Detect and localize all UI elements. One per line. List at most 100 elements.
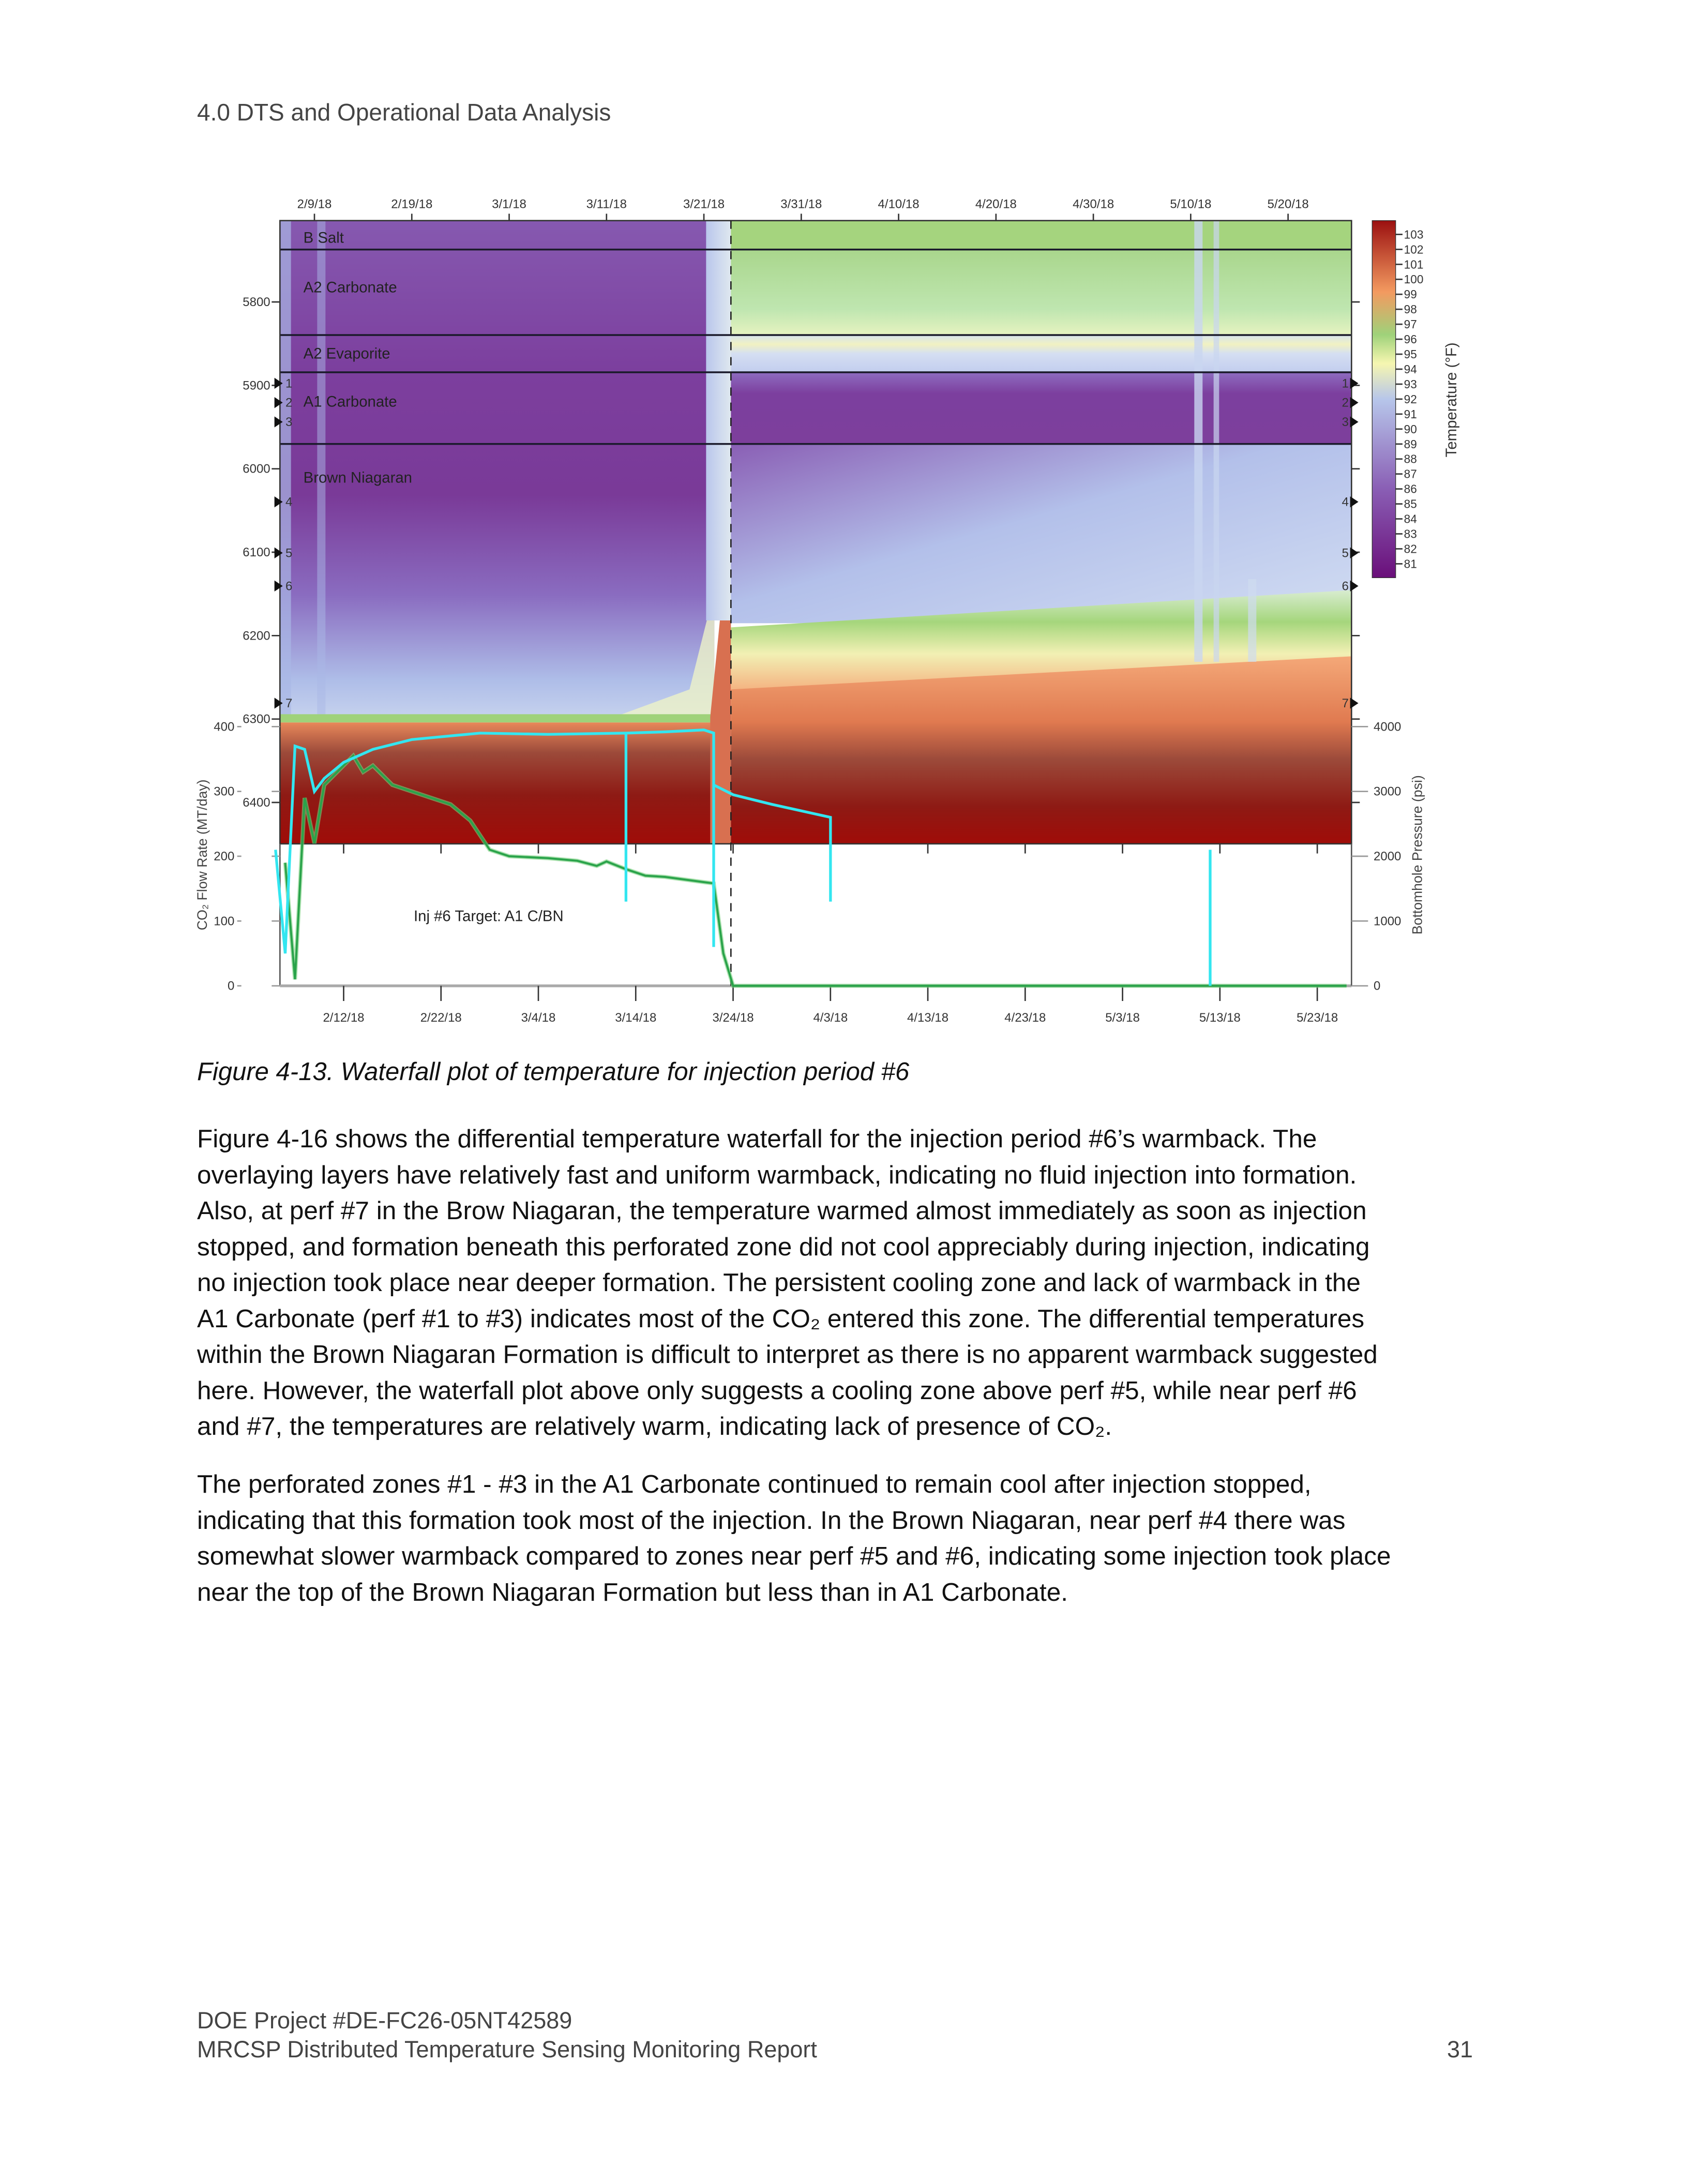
perforation-marker-left (274, 416, 283, 428)
top-x-tick-label: 4/20/18 (975, 198, 1017, 211)
flow-axis-label: CO₂ Flow Rate (MT/day) (194, 779, 210, 930)
colorbar-tick-label: 103 (1404, 228, 1424, 241)
perforation-marker-right (1350, 496, 1359, 508)
colorbar-tick-label: 91 (1404, 407, 1417, 421)
formation-label-b-salt: B Salt (304, 229, 344, 246)
colorbar-tick-label: 97 (1404, 317, 1417, 331)
bottom-x-tick-label: 3/4/18 (521, 1011, 556, 1025)
bottom-x-tick-label: 4/23/18 (1004, 1011, 1046, 1025)
formation-boundaries (280, 248, 1352, 445)
perforation-marker-right (1350, 547, 1359, 558)
colorbar-tick-label: 90 (1404, 422, 1417, 436)
perforation-label-left: 2 (285, 396, 292, 410)
bottom-x-tick-label: 5/3/18 (1105, 1011, 1140, 1025)
axis-ticks: 2/9/18 2/19/18 3/1/18 3/11/18 3/21/18 3/31/18… (214, 198, 1401, 1025)
top-x-tick-label: 5/10/18 (1170, 198, 1211, 211)
top-x-tick-label: 4/30/18 (1073, 198, 1114, 211)
colorbar-ticks: 1031021011009998979695949392919089888786… (1395, 228, 1424, 570)
colorbar-tick-label: 83 (1404, 527, 1417, 541)
colorbar-tick-label: 87 (1404, 467, 1417, 481)
colorbar-tick-label: 92 (1404, 392, 1417, 406)
paragraph-line: A1 Carbonate (perf #1 to #3) indicates m… (197, 1304, 1365, 1333)
paragraph-line: here. However, the waterfall plot above … (197, 1376, 1357, 1405)
bottom-x-tick-label: 3/24/18 (713, 1011, 754, 1025)
flow-tick-label: 100 (214, 914, 234, 928)
paragraph-line: indicating that this formation took most… (197, 1506, 1346, 1535)
depth-tick-label: 5900 (243, 378, 270, 392)
perforation-label-left: 6 (285, 579, 292, 593)
figure-caption: Figure 4-13. Waterfall plot of temperatu… (197, 1058, 910, 1086)
perforation-markers: 1 1 2 2 3 3 4 4 5 5 6 6 7 7 (274, 376, 1359, 710)
temperature-colorbar (1372, 220, 1396, 578)
paragraph-line: overlaying layers have relatively fast a… (197, 1160, 1357, 1189)
pressure-line (274, 729, 832, 954)
depth-tick-label: 6100 (243, 545, 270, 559)
heatmap-frame (279, 220, 1352, 845)
colorbar-tick-label: 86 (1404, 482, 1417, 496)
perforation-marker-right (1350, 377, 1359, 389)
colorbar-tick-label: 99 (1404, 287, 1417, 301)
colorbar-tick-label: 81 (1404, 557, 1417, 570)
pressure-tick-label: 1000 (1374, 914, 1401, 928)
colorbar-tick-label: 94 (1404, 362, 1417, 376)
perforation-marker-left (274, 547, 283, 558)
top-x-tick-label: 2/9/18 (297, 198, 332, 211)
temperature-heatmap (280, 220, 1352, 844)
colorbar-tick-label: 95 (1404, 347, 1417, 361)
paragraph-line: no injection took place near deeper form… (197, 1268, 1361, 1297)
top-x-tick-label: 4/10/18 (878, 198, 920, 211)
page-number: 31 (1446, 2036, 1473, 2062)
perforation-label-left: 7 (285, 696, 292, 710)
depth-tick-label: 6200 (243, 629, 270, 643)
perforation-label-right: 2 (1342, 396, 1349, 410)
perforation-marker-right (1350, 580, 1359, 592)
colorbar-tick-label: 96 (1404, 332, 1417, 346)
perforation-label-left: 3 (285, 415, 292, 429)
perforation-label-right: 4 (1342, 495, 1349, 509)
bottom-x-tick-label: 4/3/18 (813, 1011, 848, 1025)
colorbar-tick-label: 98 (1404, 302, 1417, 316)
depth-tick-label: 6000 (243, 462, 270, 476)
paragraph-line: near the top of the Brown Niagaran Forma… (197, 1578, 1068, 1606)
top-x-tick-label: 3/21/18 (683, 198, 725, 211)
flow-tick-label: 400 (214, 720, 234, 734)
colorbar-tick-label: 93 (1404, 377, 1417, 391)
flow-tick-label: 300 (214, 785, 234, 799)
top-x-tick-label: 2/19/18 (391, 198, 432, 211)
bottom-x-tick-label: 5/23/18 (1297, 1011, 1338, 1025)
perforation-label-right: 6 (1342, 579, 1349, 593)
section-header: 4.0 DTS and Operational Data Analysis (197, 99, 611, 126)
colorbar-label: Temperature (°F) (1443, 342, 1460, 457)
bottom-x-tick-label: 2/12/18 (323, 1011, 364, 1025)
colorbar-tick-label: 88 (1404, 452, 1417, 466)
flow-tick-label: 200 (214, 850, 234, 863)
top-x-tick-label: 3/11/18 (586, 198, 627, 211)
colorbar-tick-label: 84 (1404, 512, 1417, 526)
colorbar-tick-label: 100 (1404, 272, 1424, 286)
perforation-label-right: 7 (1342, 696, 1349, 710)
formation-label-brown-niagaran: Brown Niagaran (304, 469, 412, 486)
paragraph-line: stopped, and formation beneath this perf… (197, 1232, 1370, 1261)
footer-project: DOE Project #DE-FC26-05NT42589 (197, 2007, 572, 2034)
flow-tick-label: 0 (228, 979, 234, 993)
perforation-marker-left (274, 697, 283, 709)
pressure-tick-label: 2000 (1374, 850, 1401, 863)
paragraph-line: Figure 4-16 shows the differential tempe… (197, 1125, 1317, 1153)
perforation-label-right: 1 (1342, 376, 1349, 390)
perforation-label-left: 1 (285, 376, 292, 390)
colorbar-tick-label: 85 (1404, 497, 1417, 511)
perforation-label-right: 3 (1342, 415, 1349, 429)
perforation-marker-right (1350, 397, 1359, 408)
series-lines (274, 729, 1347, 988)
formation-label-a2-carbonate: A2 Carbonate (304, 279, 397, 296)
pressure-axis-label: Bottomhole Pressure (psi) (1409, 775, 1425, 934)
body-paragraph-1: Figure 4-16 shows the differential tempe… (197, 1121, 1378, 1445)
top-x-tick-label: 5/20/18 (1268, 198, 1309, 211)
paragraph-line: The perforated zones #1 - #3 in the A1 C… (197, 1470, 1312, 1498)
depth-tick-label: 6300 (243, 712, 270, 726)
flow-line (284, 754, 1347, 987)
colorbar-tick-label: 89 (1404, 437, 1417, 451)
paragraph-line: and #7, the temperatures are relatively … (197, 1412, 1112, 1440)
bottom-x-tick-label: 5/13/18 (1199, 1011, 1241, 1025)
colorbar-tick-label: 82 (1404, 542, 1417, 555)
